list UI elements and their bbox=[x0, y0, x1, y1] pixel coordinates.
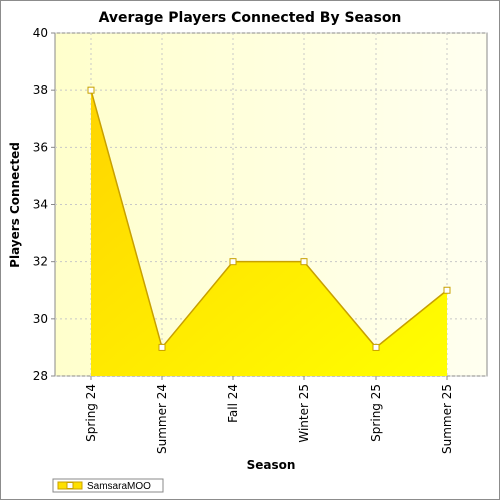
x-axis-label: Season bbox=[247, 458, 296, 472]
y-axis-ticks: 28 30 32 34 36 38 40 bbox=[33, 26, 55, 383]
y-tick-label-1: 30 bbox=[33, 312, 48, 326]
data-point-4 bbox=[372, 343, 380, 351]
data-point-3 bbox=[300, 258, 308, 266]
x-tick-label-4: Spring 25 bbox=[369, 384, 383, 442]
data-point-2 bbox=[229, 258, 237, 266]
x-tick-label-1: Summer 24 bbox=[155, 384, 169, 454]
legend: SamsaraMOO bbox=[52, 478, 164, 493]
marker-layer bbox=[87, 86, 451, 351]
y-tick-label-5: 38 bbox=[33, 83, 48, 97]
x-tick-label-0: Spring 24 bbox=[84, 384, 98, 442]
data-point-1 bbox=[158, 343, 166, 351]
line-layer bbox=[90, 89, 448, 350]
series-line bbox=[90, 89, 448, 350]
x-tick-label-2: Fall 24 bbox=[226, 384, 240, 423]
legend-marker bbox=[66, 482, 74, 489]
chart-title: Average Players Connected By Season bbox=[99, 10, 402, 26]
y-tick-label-4: 36 bbox=[33, 140, 48, 154]
y-tick-label-3: 34 bbox=[33, 198, 48, 212]
y-tick-label-6: 40 bbox=[33, 26, 48, 40]
x-tick-label-3: Winter 25 bbox=[297, 384, 311, 443]
x-tick-label-5: Summer 25 bbox=[440, 384, 454, 454]
area-layer bbox=[91, 90, 447, 377]
y-axis-label: Players Connected bbox=[8, 142, 22, 268]
data-point-0 bbox=[87, 86, 95, 94]
x-axis-ticks: Spring 24 Summer 24 Fall 24 Winter 25 Spring… bbox=[84, 376, 454, 454]
data-point-5 bbox=[443, 286, 451, 294]
y-tick-label-0: 28 bbox=[33, 369, 48, 383]
series-area bbox=[91, 90, 447, 377]
legend-label: SamsaraMOO bbox=[87, 481, 151, 492]
y-tick-label-2: 32 bbox=[33, 255, 48, 269]
